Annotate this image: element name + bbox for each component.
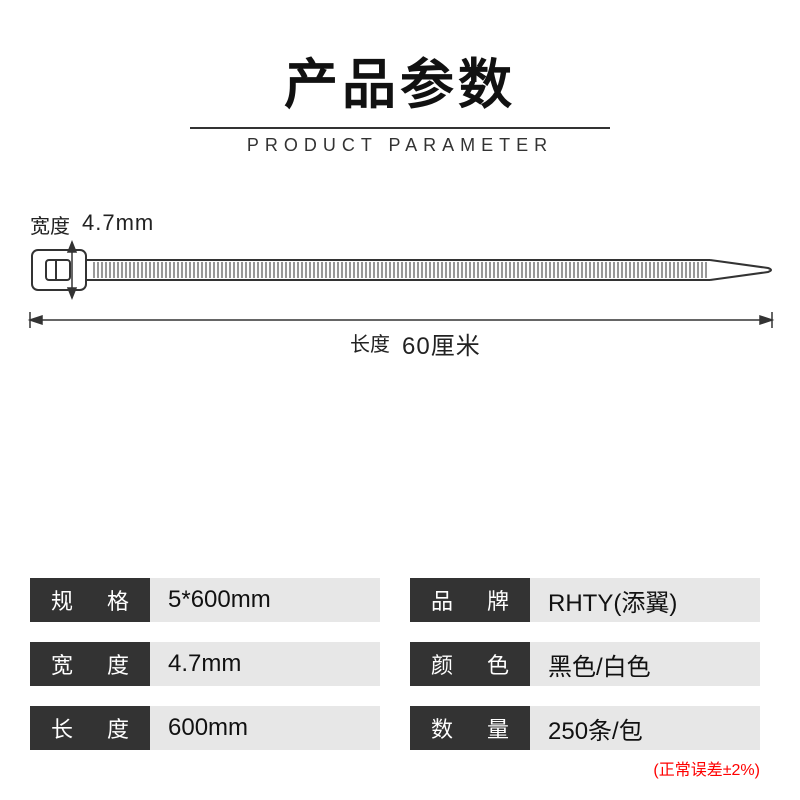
title-chinese: 产品参数 — [0, 40, 800, 119]
cable-tie-svg — [20, 216, 780, 386]
spec-value: 600mm — [150, 706, 380, 750]
cable-tie-diagram: 宽度 4.7mm 长度 60厘米 — [20, 216, 780, 416]
spec-value: 黑色/白色 — [530, 642, 760, 686]
spec-label: 规 格 — [30, 578, 150, 622]
header: 产品参数 PRODUCT PARAMETER — [0, 0, 800, 156]
spec-label: 数 量 — [410, 706, 530, 750]
spec-label: 颜 色 — [410, 642, 530, 686]
spec-value: 5*600mm — [150, 578, 380, 622]
title-divider — [190, 127, 610, 129]
tolerance-footnote: (正常误差±2%) — [653, 756, 760, 780]
spec-value: 4.7mm — [150, 642, 380, 686]
spec-label: 品 牌 — [410, 578, 530, 622]
spec-table: 规 格5*600mm 品 牌RHTY(添翼) 宽 度4.7mm 颜 色黑色/白色长 度… — [30, 578, 770, 750]
title-english: PRODUCT PARAMETER — [0, 135, 800, 156]
spec-label: 长 度 — [30, 706, 150, 750]
spec-value: RHTY(添翼) — [530, 578, 760, 622]
spec-value: 250条/包 — [530, 706, 760, 750]
spec-label: 宽 度 — [30, 642, 150, 686]
